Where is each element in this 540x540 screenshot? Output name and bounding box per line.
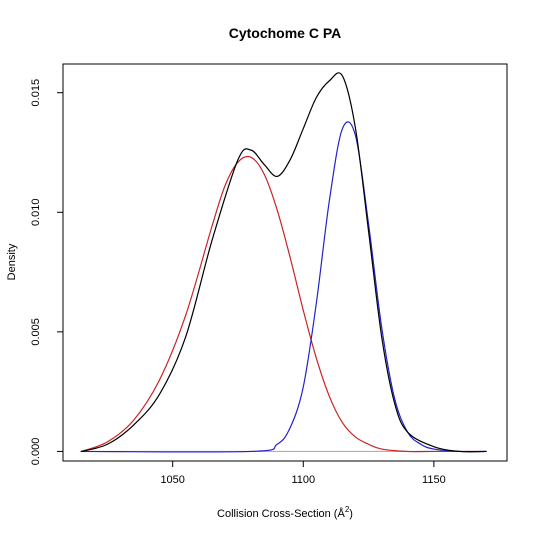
x-axis-label-superscript: 2 xyxy=(345,505,350,514)
y-tick-label: 0.000 xyxy=(30,438,42,466)
x-tick-label: 1150 xyxy=(422,474,446,486)
y-tick-label: 0.015 xyxy=(30,79,42,107)
chart-title: Cytochome C PA xyxy=(229,25,342,41)
density-curve-total xyxy=(80,72,487,453)
density-curve-red xyxy=(80,155,487,453)
y-tick-label: 0.005 xyxy=(30,318,42,346)
x-tick-label: 1100 xyxy=(291,474,315,486)
x-tick-label: 1050 xyxy=(160,474,184,486)
density-curve-blue xyxy=(80,121,487,453)
y-axis-label: Density xyxy=(6,243,18,280)
plot-frame xyxy=(62,63,508,462)
x-axis-label: Collision Cross-Section (Å2) xyxy=(217,505,353,520)
y-tick-label: 0.010 xyxy=(30,199,42,227)
